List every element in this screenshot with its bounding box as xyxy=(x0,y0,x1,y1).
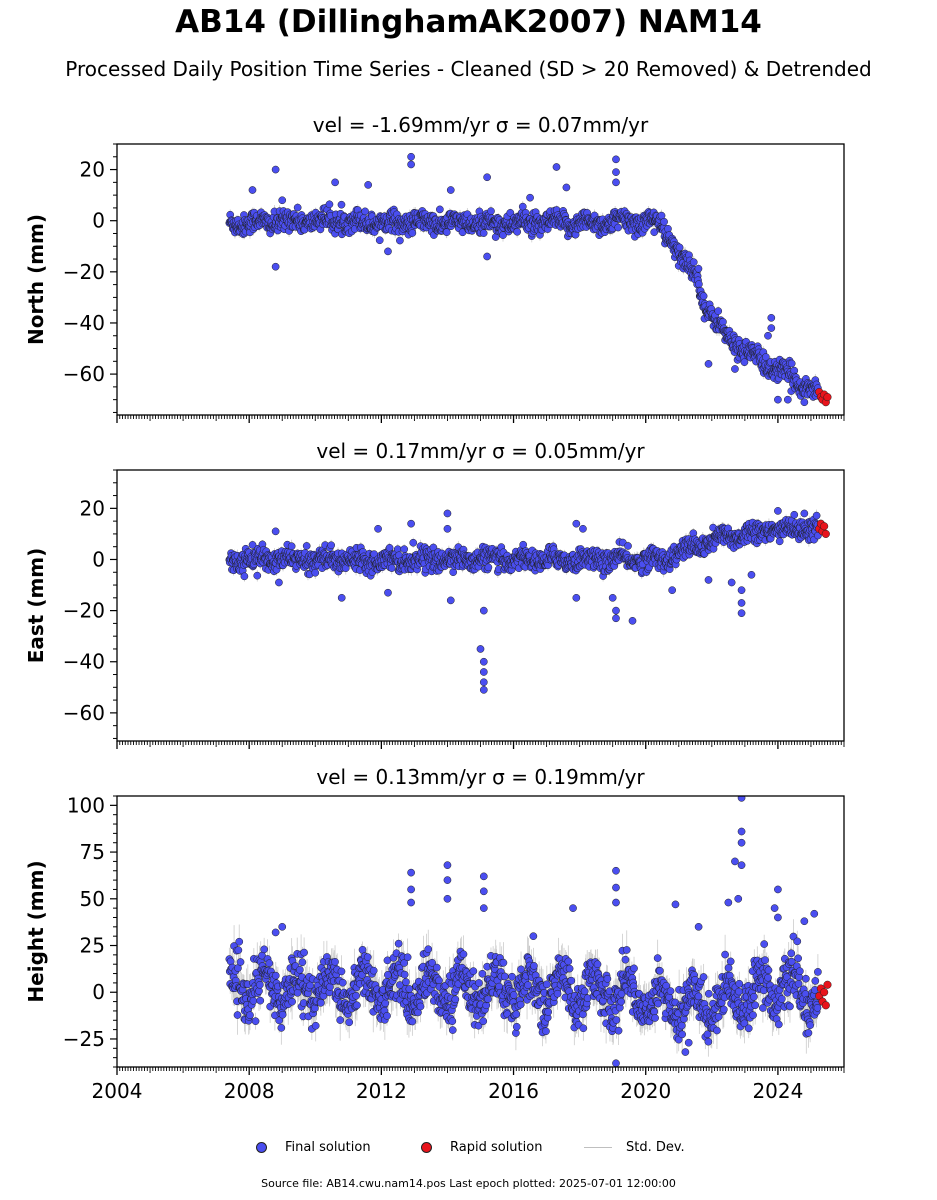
y-tick-label: 0 xyxy=(92,209,105,233)
outlier-point xyxy=(407,160,415,169)
outlier-point xyxy=(767,324,776,332)
data-point xyxy=(396,236,404,245)
data-point xyxy=(518,202,527,211)
data-point xyxy=(240,572,249,581)
outlier-point xyxy=(704,360,713,368)
final-solution-points xyxy=(225,507,822,694)
final-solution-points xyxy=(225,152,822,407)
outlier-point xyxy=(278,196,287,205)
outlier-point xyxy=(783,395,792,404)
data-point xyxy=(479,229,488,237)
y-axis-label: North (mm) xyxy=(24,214,48,345)
outlier-point xyxy=(446,186,455,194)
outlier-point xyxy=(731,365,739,373)
data-point xyxy=(287,542,296,551)
outlier-point xyxy=(483,173,491,182)
data-point xyxy=(387,564,396,572)
data-point xyxy=(400,545,409,554)
data-point xyxy=(664,224,672,233)
data-point xyxy=(614,223,622,232)
data-point xyxy=(740,358,749,367)
panel-north: 20 0 −20 −40 −60 vel = -1.69mm/yr σ = 0.07mm/… xyxy=(24,113,845,423)
data-point xyxy=(660,217,668,226)
data-point xyxy=(675,243,684,252)
data-point xyxy=(694,264,703,273)
y-tick-label: 20 xyxy=(80,158,105,182)
outlier-point xyxy=(612,168,620,176)
y-tick-label: −60 xyxy=(63,362,105,386)
outlier-point xyxy=(767,313,776,322)
outlier-point xyxy=(407,152,415,161)
rapid-point xyxy=(823,393,832,402)
outlier-point xyxy=(248,186,257,194)
data-point xyxy=(487,207,495,215)
outlier-point xyxy=(271,165,280,174)
data-point xyxy=(337,200,346,209)
outlier-point xyxy=(526,193,534,202)
outlier-point xyxy=(612,178,620,187)
plot-area xyxy=(225,507,830,694)
outlier-point xyxy=(331,178,339,187)
data-point xyxy=(650,228,659,236)
data-point xyxy=(714,307,723,315)
outlier-point xyxy=(774,395,782,404)
data-point xyxy=(689,258,698,267)
outlier-point xyxy=(800,398,809,407)
y-tick-label: −40 xyxy=(63,311,105,335)
outlier-point xyxy=(384,247,392,256)
y-tick-label: −20 xyxy=(63,260,105,284)
data-point xyxy=(253,571,262,580)
data-point xyxy=(499,231,507,239)
data-point xyxy=(293,203,302,212)
outlier-point xyxy=(612,155,620,164)
data-point xyxy=(327,541,336,550)
rapid-solution-points xyxy=(815,387,832,407)
data-point xyxy=(409,538,418,547)
data-point xyxy=(361,207,369,216)
data-point xyxy=(408,229,417,237)
data-point xyxy=(719,318,727,326)
data-point xyxy=(513,227,522,236)
axes-frame xyxy=(116,143,845,416)
outlier-point xyxy=(483,252,491,261)
plot-area xyxy=(225,152,832,407)
data-point xyxy=(695,280,703,288)
outlier-point xyxy=(271,262,280,271)
outlier-point xyxy=(764,331,772,340)
outlier-point xyxy=(552,163,561,171)
data-point xyxy=(699,292,708,300)
outlier-point xyxy=(364,181,372,189)
data-point xyxy=(436,205,444,214)
data-point xyxy=(762,353,770,361)
data-point xyxy=(442,228,451,237)
panel-title: vel = -1.69mm/yr σ = 0.07mm/yr xyxy=(313,113,649,137)
data-point xyxy=(787,359,796,368)
data-point xyxy=(302,542,311,550)
data-point xyxy=(325,200,334,209)
data-point xyxy=(248,541,257,549)
data-point xyxy=(311,568,320,577)
outlier-point xyxy=(562,183,571,192)
data-point xyxy=(375,236,384,245)
